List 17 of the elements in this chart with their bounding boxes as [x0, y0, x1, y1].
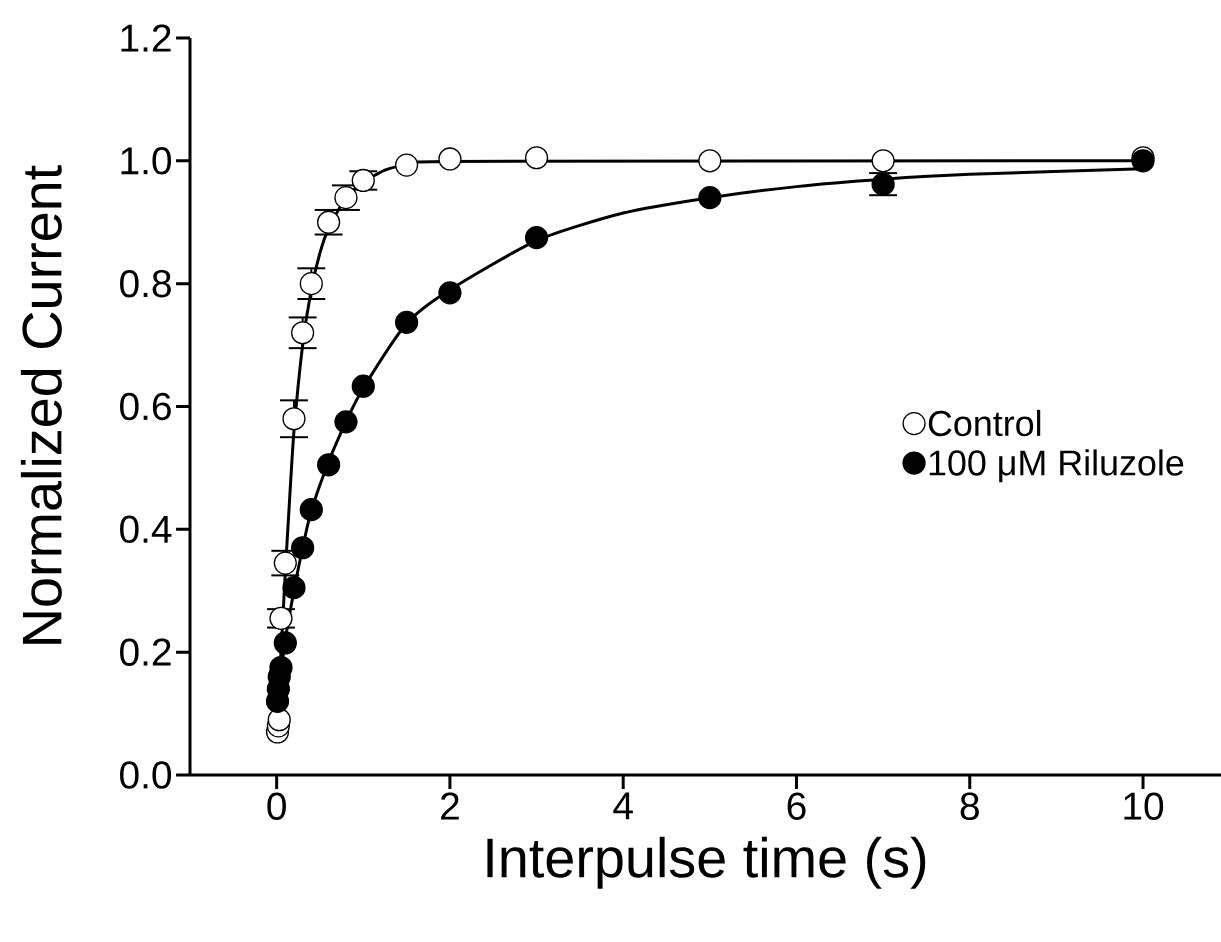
x-tick-label: 6	[787, 792, 806, 820]
y-tick-label: 0.4	[120, 515, 172, 544]
legend-label: Control	[928, 409, 1041, 437]
x-tick-label: 2	[441, 792, 459, 820]
y-tick-label: 1.2	[121, 24, 171, 52]
y-tick-label: 0.6	[120, 392, 171, 421]
legend-label: 100 μM Riluzole	[929, 449, 1184, 483]
y-tick-label: 0.0	[120, 761, 172, 789]
x-axis-title: Interpulse time (s)	[487, 836, 926, 889]
y-tick-label: 0.2	[120, 638, 171, 666]
x-tick-label: 0	[267, 792, 286, 820]
x-tick-label: 10	[1124, 792, 1164, 820]
x-tick-label: 4	[613, 792, 633, 820]
y-axis-title: Normalized Current	[20, 165, 62, 644]
x-tick-label: 8	[960, 792, 979, 820]
y-tick-label: 1.0	[121, 147, 172, 175]
y-tick-label: 0.8	[120, 269, 171, 298]
